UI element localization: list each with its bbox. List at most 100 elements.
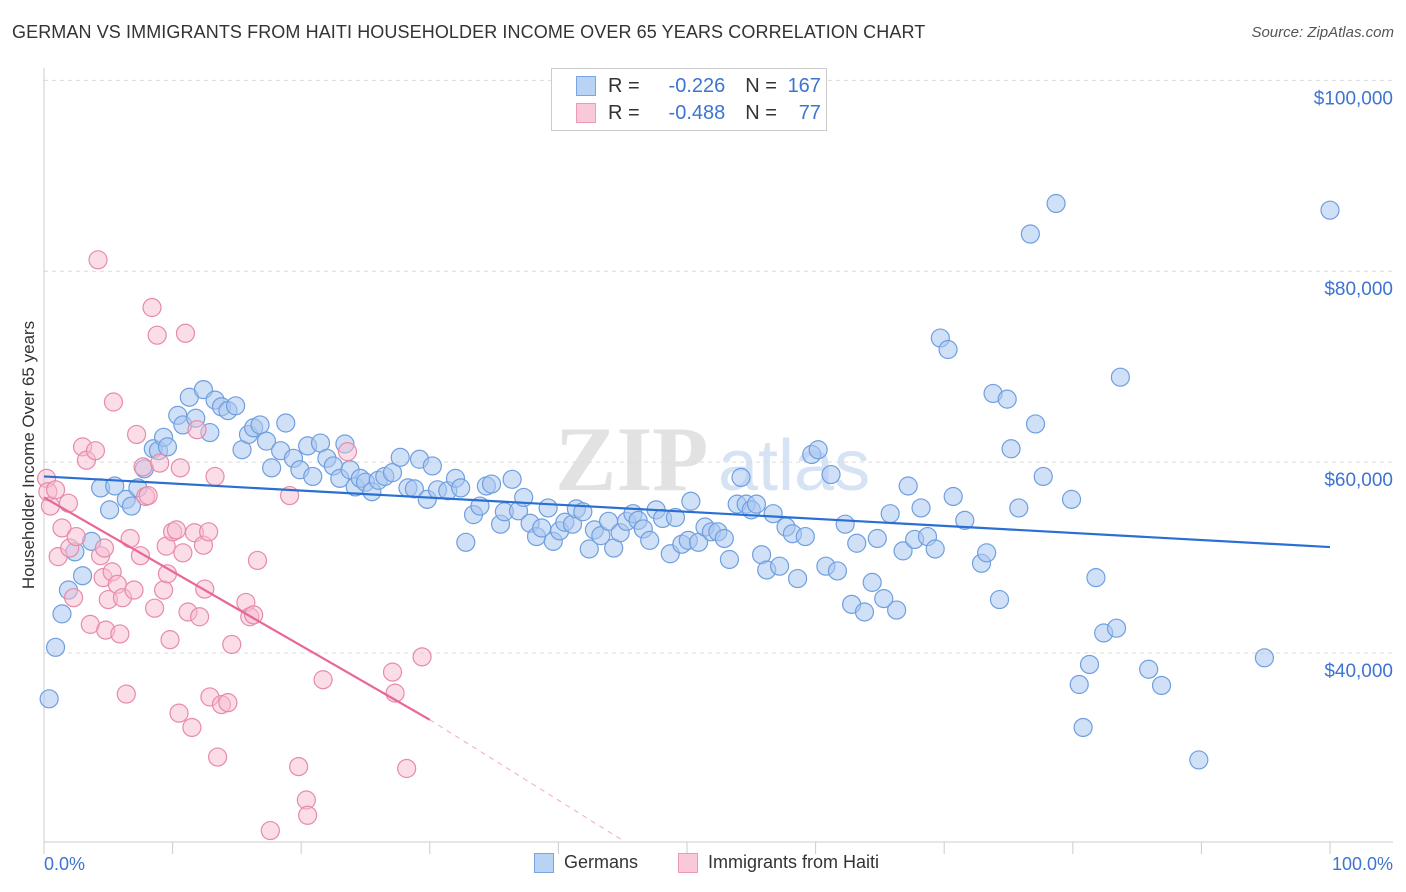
- haiti-point: [103, 392, 124, 412]
- germans-point: [887, 600, 907, 620]
- haiti-point: [133, 457, 153, 477]
- germans-point: [72, 566, 93, 586]
- haiti-point: [205, 466, 225, 487]
- germans-point: [977, 543, 997, 563]
- germans-trend-line: [43, 475, 1331, 549]
- y-tick-label: $80,000: [1324, 279, 1393, 300]
- germans-point: [256, 431, 277, 451]
- haiti-point: [222, 634, 242, 655]
- legend-row-germans: R = -0.226 N = 167: [576, 74, 821, 98]
- germans-point: [795, 526, 815, 547]
- germans-point: [538, 498, 558, 518]
- haiti-point: [160, 630, 180, 650]
- germans-point: [1020, 224, 1040, 244]
- haiti-point: [182, 717, 202, 738]
- germans-swatch-icon: [576, 76, 596, 96]
- haiti-point: [169, 703, 189, 723]
- germans-point: [938, 339, 958, 360]
- legend-item-germans[interactable]: Germans: [534, 852, 638, 873]
- germans-swatch-icon: [534, 852, 554, 873]
- r-value: -0.488: [668, 101, 726, 124]
- germans-point: [763, 504, 783, 524]
- haiti-point: [244, 605, 264, 625]
- germans-point: [847, 533, 867, 553]
- haiti-point: [153, 580, 174, 600]
- germans-point: [1033, 466, 1053, 487]
- germans-point: [1073, 717, 1093, 738]
- germans-point: [481, 474, 502, 494]
- legend-label: Immigrants from Haiti: [708, 852, 880, 872]
- y-tick-label: $100,000: [1314, 88, 1393, 109]
- haiti-swatch-icon: [576, 103, 596, 123]
- r-label: R =: [608, 101, 640, 124]
- haiti-point: [110, 624, 130, 644]
- germans-point: [827, 561, 848, 581]
- haiti-point: [382, 662, 403, 682]
- germans-point: [1046, 193, 1066, 214]
- germans-point: [943, 486, 963, 507]
- germans-point: [911, 498, 931, 518]
- haiti-point: [120, 528, 140, 549]
- germans-point: [898, 476, 918, 496]
- germans-point: [854, 602, 875, 622]
- n-label: N =: [745, 101, 777, 124]
- haiti-point: [289, 756, 309, 777]
- germans-point: [821, 464, 841, 485]
- correlation-legend: R = -0.226 N = 167 R = -0.488 N = 77: [551, 68, 827, 131]
- germans-point: [1061, 489, 1082, 509]
- germans-point: [880, 504, 900, 524]
- germans-point: [1025, 414, 1046, 434]
- haiti-point: [63, 588, 84, 608]
- germans-point: [303, 466, 323, 487]
- x-tick-label: 100.0%: [1332, 854, 1393, 874]
- haiti-point: [138, 485, 158, 506]
- germans-point: [681, 491, 701, 511]
- x-tick-label: 0.0%: [44, 854, 85, 874]
- y-tick-label: $40,000: [1324, 661, 1393, 682]
- haiti-point: [187, 420, 207, 440]
- haiti-point: [85, 441, 106, 461]
- germans-point: [276, 413, 296, 433]
- germans-point: [862, 572, 882, 592]
- n-value: 77: [798, 101, 821, 124]
- germans-point: [1079, 654, 1100, 675]
- germans-point: [1110, 367, 1130, 387]
- haiti-point: [218, 693, 238, 713]
- germans-point: [579, 539, 599, 559]
- germans-point: [719, 549, 740, 570]
- germans-point: [451, 478, 471, 498]
- germans-point: [99, 500, 120, 520]
- n-value: 167: [787, 74, 821, 97]
- germans-point: [787, 568, 808, 589]
- n-label: N =: [745, 74, 777, 97]
- haiti-point: [337, 442, 358, 462]
- legend-item-haiti[interactable]: Immigrants from Haiti: [678, 852, 879, 873]
- haiti-point: [208, 747, 228, 767]
- haiti-point: [166, 520, 187, 540]
- germans-point: [640, 530, 660, 550]
- germans-point: [1151, 675, 1172, 696]
- germans-point: [1254, 648, 1275, 668]
- y-axis-title: Householder Income Over 65 years: [19, 321, 38, 589]
- germans-point: [955, 510, 975, 530]
- germans-point: [867, 528, 887, 549]
- germans-point: [121, 496, 142, 516]
- haiti-point: [397, 758, 417, 779]
- germans-point: [769, 556, 790, 576]
- germans-point: [1320, 200, 1340, 220]
- watermark: ZIP atlas: [555, 408, 870, 510]
- haiti-point: [190, 607, 210, 627]
- haiti-swatch-icon: [678, 852, 698, 873]
- haiti-point: [52, 518, 72, 538]
- germans-point: [997, 389, 1017, 409]
- germans-point: [808, 440, 828, 460]
- haiti-point: [150, 453, 170, 473]
- haiti-point: [126, 424, 147, 445]
- haiti-point: [199, 522, 219, 542]
- svg-text:atlas: atlas: [718, 426, 870, 506]
- r-label: R =: [608, 74, 640, 97]
- germans-point: [1086, 568, 1106, 588]
- legend-row-haiti: R = -0.488 N = 77: [576, 101, 821, 125]
